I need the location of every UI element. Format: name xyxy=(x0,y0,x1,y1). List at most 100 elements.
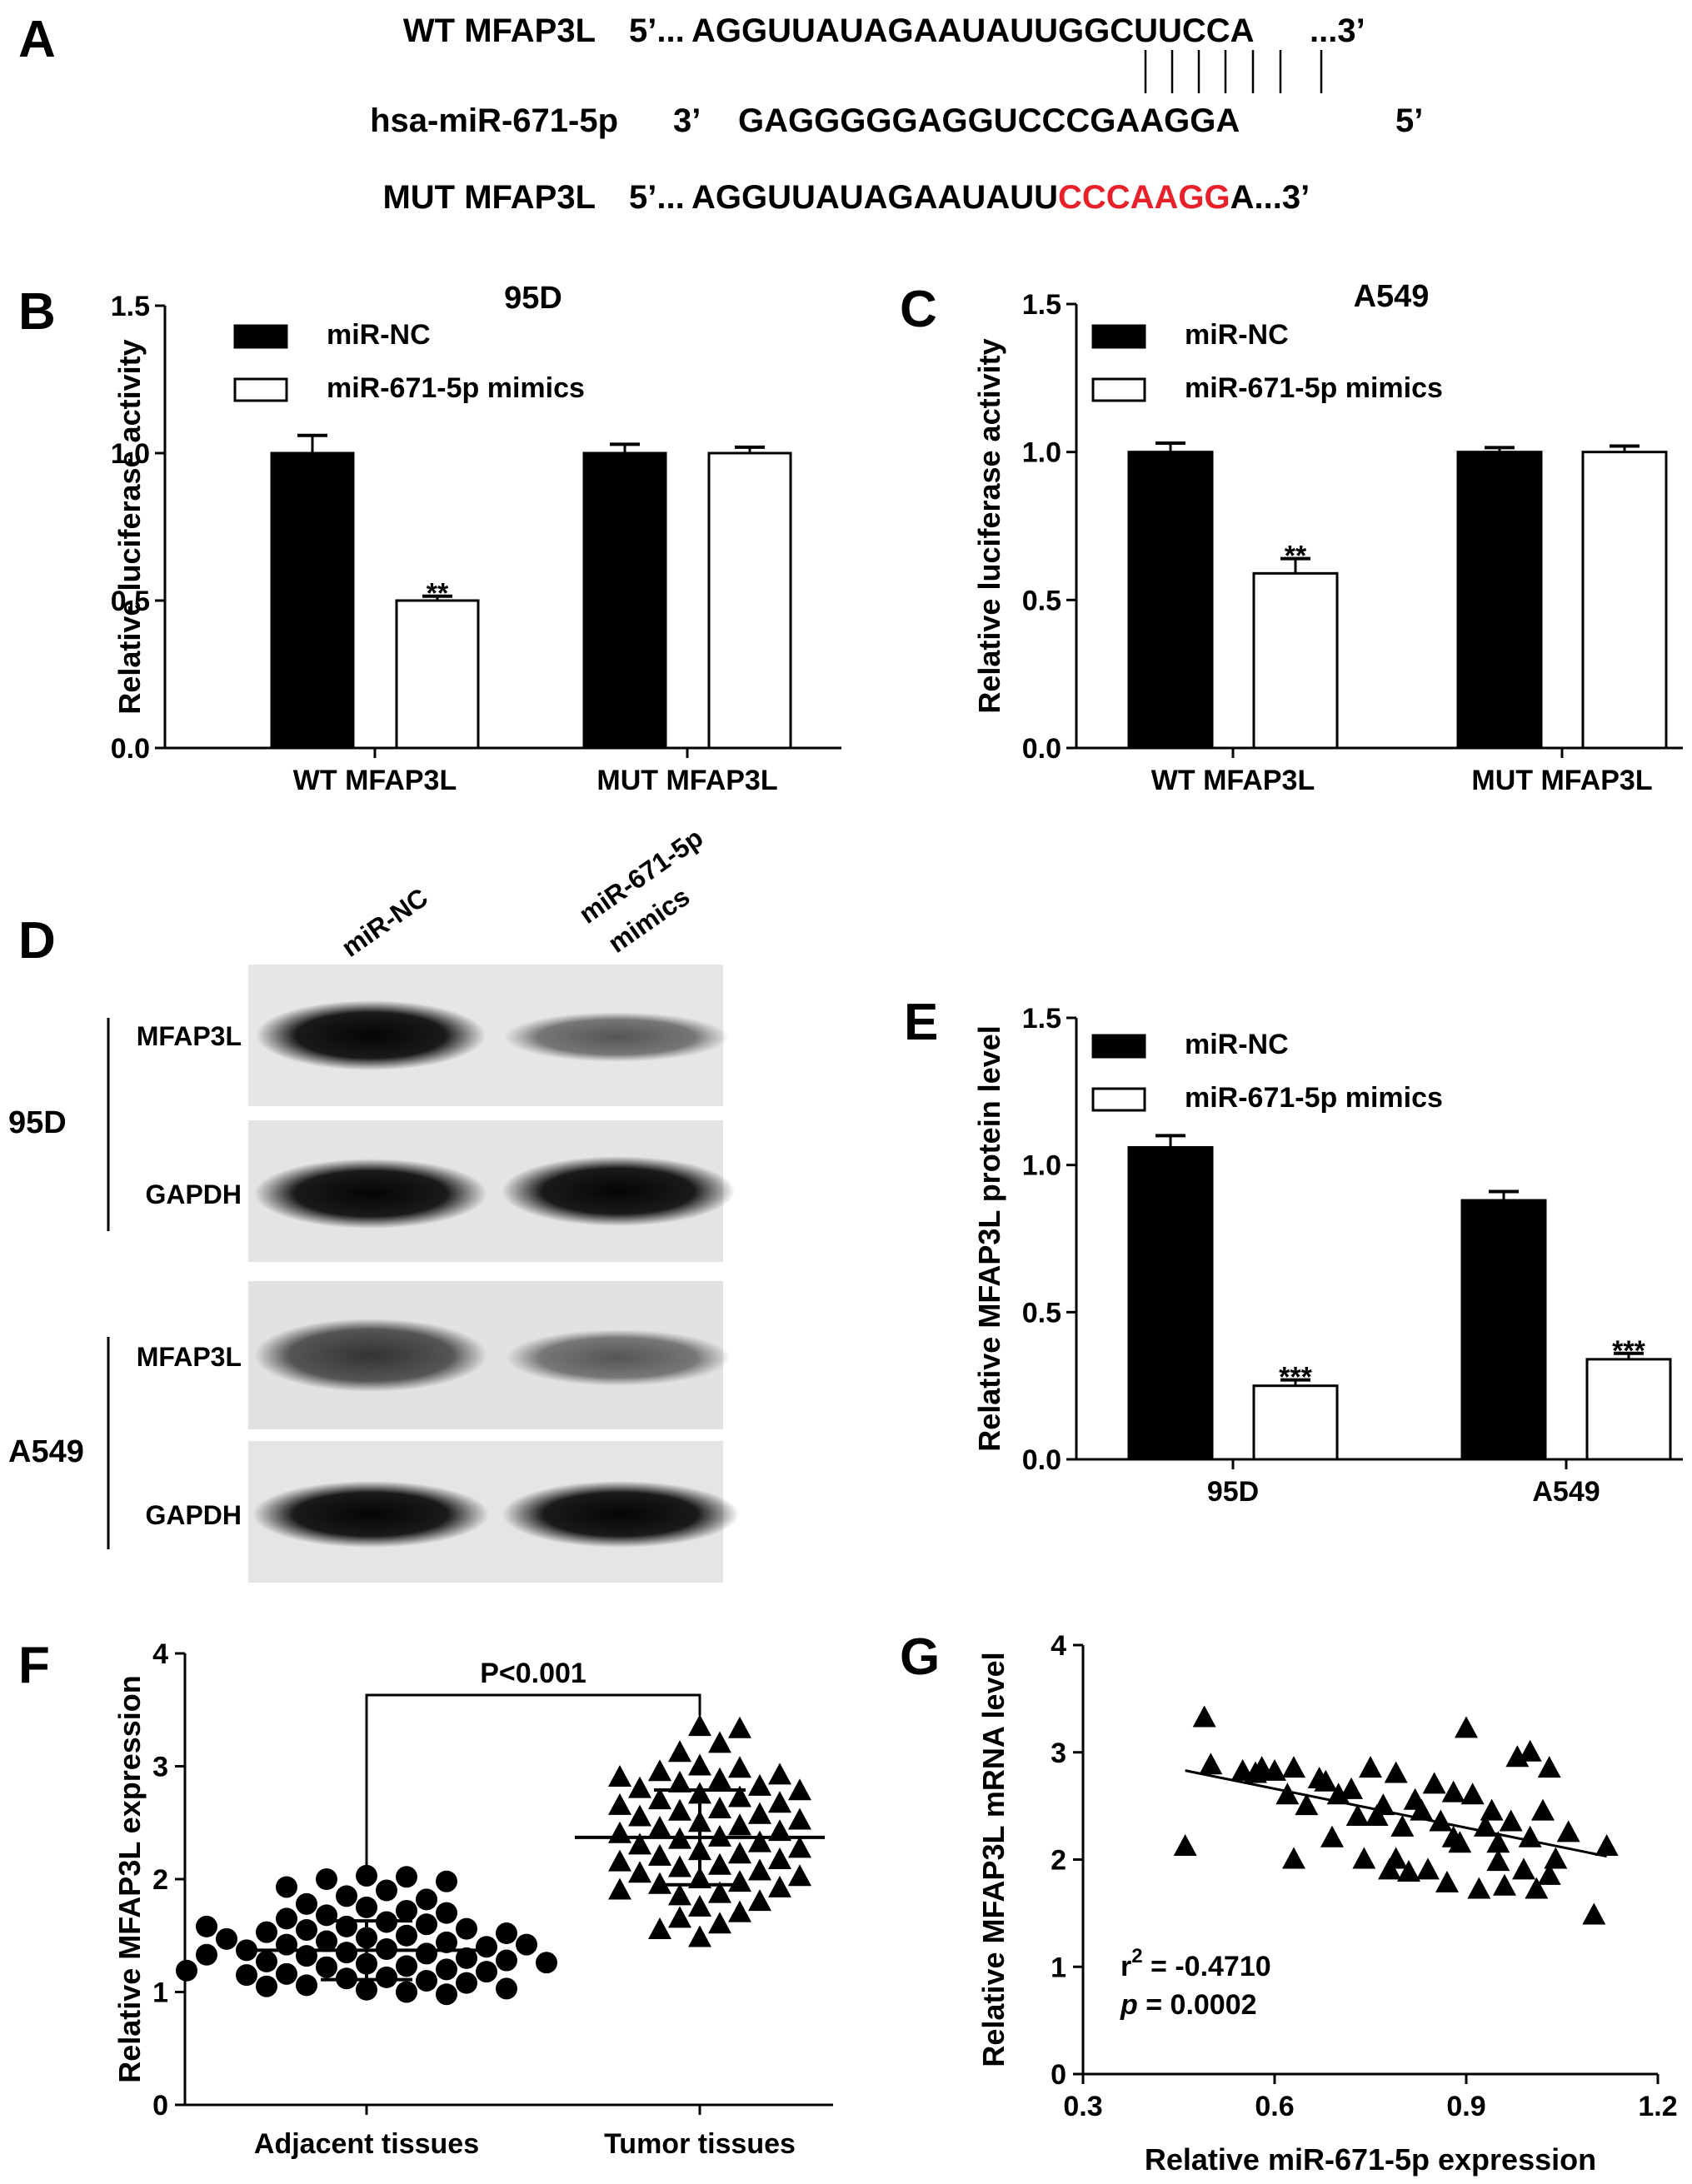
data-point xyxy=(1486,1831,1510,1853)
mut-sequence-start: AGGUUAUAGAAUAUU xyxy=(691,179,1058,216)
bar xyxy=(1460,1199,1547,1461)
data-point xyxy=(296,1918,317,1941)
legend-label: miR-NC xyxy=(1185,319,1289,351)
data-point xyxy=(1480,1798,1504,1821)
data-point xyxy=(356,1864,377,1887)
data-point xyxy=(768,1847,791,1869)
data-point xyxy=(436,1902,457,1924)
y-axis-label: Relative MFAP3L expression xyxy=(112,1675,147,2083)
data-point xyxy=(1518,1739,1542,1762)
data-point xyxy=(688,1714,711,1737)
data-point xyxy=(748,1830,771,1852)
data-point xyxy=(748,1802,771,1824)
wt-prime5: 5’... xyxy=(629,12,685,49)
band-95d-gapdh-mimics xyxy=(502,1156,735,1226)
data-point xyxy=(708,1731,731,1753)
y-tick-label: 3 xyxy=(1051,1738,1066,1769)
panel-a-letter: A xyxy=(18,11,56,68)
p-value-label: p = 0.0002 xyxy=(1120,1989,1257,2021)
data-point xyxy=(216,1927,237,1950)
y-tick-label: 1.0 xyxy=(1022,1150,1061,1182)
data-point xyxy=(276,1962,297,1985)
data-point xyxy=(1537,1756,1561,1778)
data-point xyxy=(456,1972,477,1994)
bar xyxy=(1581,451,1668,750)
data-point xyxy=(748,1773,771,1796)
data-point xyxy=(648,1843,671,1866)
mut-sequence: AGGUUAUAGAAUAUUCCCAAGGA...3’ xyxy=(691,179,1310,216)
data-point xyxy=(1435,1870,1459,1892)
panel-c-letter: C xyxy=(900,281,937,338)
data-point xyxy=(1486,1849,1510,1872)
data-point xyxy=(748,1889,771,1912)
panel-e-letter: E xyxy=(904,994,938,1051)
data-point xyxy=(296,1945,317,1967)
data-point xyxy=(356,1896,377,1918)
mirna-sequence: GAGGGGGAGGUCCCGAAGGA xyxy=(738,102,1240,139)
y-tick-label: 0.0 xyxy=(111,733,150,765)
data-point xyxy=(728,1716,751,1738)
data-point xyxy=(1493,1873,1516,1896)
y-tick-label: 0 xyxy=(1051,2059,1066,2091)
data-point xyxy=(1531,1798,1555,1821)
mirna-prime3: 3’ xyxy=(673,102,701,139)
x-tick-label: Tumor tissues xyxy=(604,2128,796,2160)
data-point xyxy=(256,1975,277,1997)
y-tick-label: 4 xyxy=(152,1638,168,1670)
data-point xyxy=(748,1858,771,1881)
data-point xyxy=(1448,1831,1472,1853)
data-point xyxy=(276,1876,297,1898)
data-point xyxy=(708,1852,731,1875)
data-point xyxy=(1397,1859,1420,1882)
data-point xyxy=(1390,1814,1415,1837)
legend-label: miR-NC xyxy=(327,319,431,351)
band-label-a549-mfap3l: MFAP3L xyxy=(137,1342,242,1372)
data-point xyxy=(316,1868,337,1890)
chart-b: 0.0 0.5 1.0 1.5 Relative luciferase activity… xyxy=(111,281,841,796)
panel-d: D miR-NC miR-671-5p mimics MFAP3L GAPDH … xyxy=(8,822,739,1583)
data-point xyxy=(376,1966,397,1988)
data-point xyxy=(256,1950,277,1972)
y-tick-label: 2 xyxy=(1051,1845,1066,1877)
data-point xyxy=(688,1894,711,1917)
legend-label: miR-671-5p mimics xyxy=(1185,1082,1443,1114)
data-point xyxy=(688,1925,711,1947)
comparison-label: P<0.001 xyxy=(480,1658,586,1689)
y-tick-label: 0.5 xyxy=(111,586,150,617)
data-point xyxy=(1537,1862,1561,1885)
significance-label: *** xyxy=(1612,1335,1645,1367)
y-tick-label: 1.0 xyxy=(1022,437,1061,469)
x-tick-label: MUT MFAP3L xyxy=(596,765,777,796)
data-point xyxy=(1345,1804,1370,1826)
band-label-95d-mfap3l: MFAP3L xyxy=(137,1021,242,1051)
y-tick-label: 4 xyxy=(1051,1630,1066,1662)
data-point xyxy=(416,1969,437,1992)
data-point xyxy=(1384,1847,1408,1869)
data-point xyxy=(436,1983,457,2006)
data-point xyxy=(1556,1820,1580,1842)
data-point xyxy=(628,1776,651,1798)
y-tick-label: 1.5 xyxy=(111,291,150,322)
legend-swatch xyxy=(1091,324,1146,349)
data-point xyxy=(1352,1847,1376,1869)
data-point xyxy=(396,1955,417,1977)
y-tick-label: 1.5 xyxy=(1022,1003,1061,1035)
data-point xyxy=(1192,1705,1216,1728)
cell-label-a549: A549 xyxy=(8,1434,84,1469)
legend-swatch xyxy=(233,324,288,349)
data-point xyxy=(1410,1798,1434,1821)
panel-b-letter: B xyxy=(18,283,56,341)
mut-prime3: ...3’ xyxy=(1255,179,1310,216)
data-point xyxy=(788,1808,811,1830)
data-point xyxy=(768,1819,791,1842)
data-point xyxy=(1525,1877,1549,1899)
bar xyxy=(395,599,480,750)
band-a549-mfap3l-mimics xyxy=(506,1329,731,1386)
panel-a: A WT MFAP3L 5’... AGGUUAUAGAAUAUUGGCUUCC… xyxy=(18,11,1423,216)
band-95d-gapdh-nc xyxy=(254,1159,487,1229)
data-point xyxy=(708,1796,731,1818)
comparison-bracket xyxy=(365,1693,701,1868)
data-point xyxy=(668,1770,691,1793)
data-point xyxy=(1582,1902,1606,1925)
